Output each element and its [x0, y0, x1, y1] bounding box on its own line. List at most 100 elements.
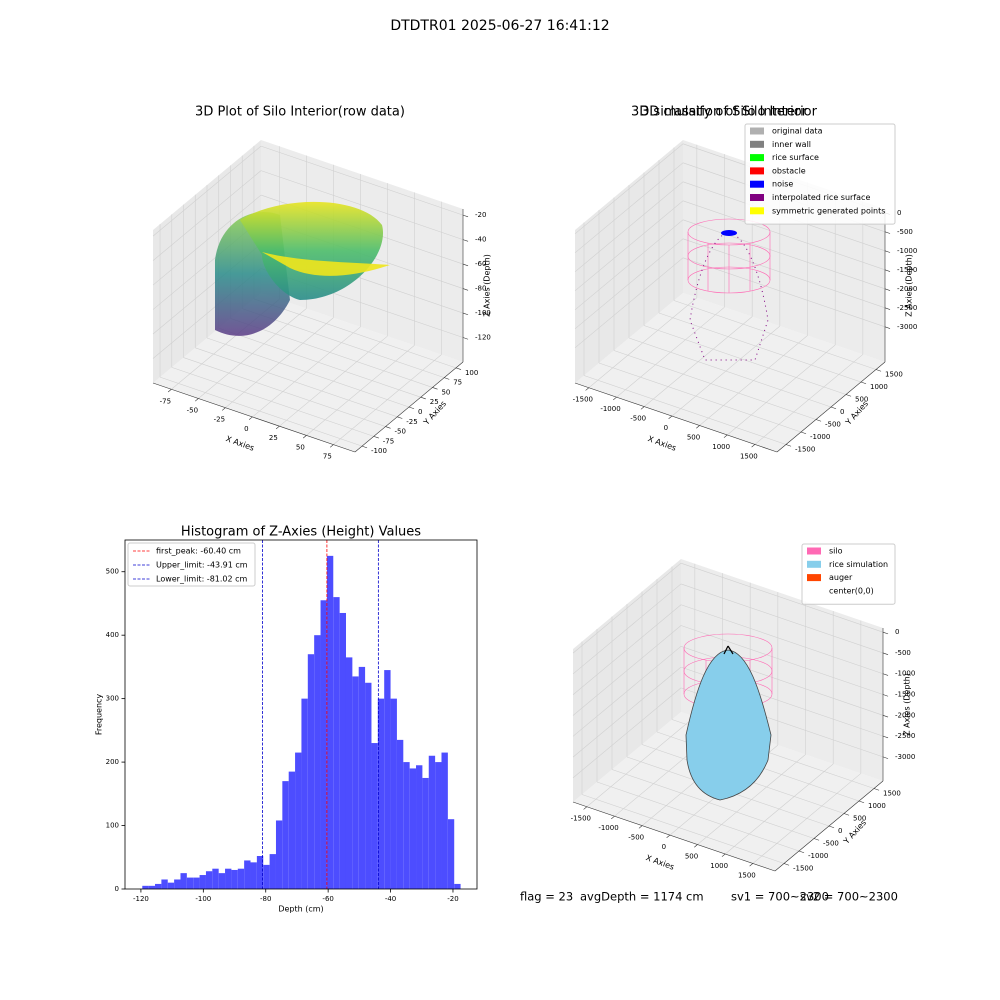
grid-line: [572, 666, 682, 758]
bar: [396, 739, 404, 889]
grid-line: [183, 357, 386, 427]
tick-mark: [882, 715, 889, 718]
y-tick-label: 1500: [885, 371, 903, 379]
z-tick-label: -1500: [897, 266, 917, 274]
grid-line: [613, 350, 817, 420]
bar: [301, 698, 308, 889]
tick-mark: [248, 416, 253, 420]
legend-label: auger: [829, 573, 853, 582]
tick-mark: [329, 444, 334, 448]
grid-line: [574, 238, 684, 330]
x-tick-label: -500: [630, 415, 646, 423]
x-tick-label: 500: [687, 434, 700, 442]
axis-line: [574, 382, 778, 453]
grid-line: [574, 162, 684, 254]
tick-mark: [884, 269, 891, 272]
tick-mark: [813, 838, 820, 841]
z-axis-label: Z Axies (Depth): [903, 673, 912, 736]
legend-swatch: [750, 180, 764, 188]
tick-mark: [583, 806, 588, 810]
axis-line: [572, 801, 776, 872]
y-tick-label: 1500: [883, 790, 901, 798]
x-tick-label: -1500: [571, 815, 591, 823]
bar: [225, 868, 232, 889]
legend-swatch: [807, 547, 821, 555]
tick-mark: [462, 288, 469, 291]
tick-mark: [800, 431, 807, 435]
x-tick-label: 0: [664, 424, 668, 432]
tick-mark: [882, 694, 889, 697]
y-axis-label: Frequency: [95, 694, 104, 736]
tick-mark: [397, 416, 403, 419]
tick-mark: [830, 406, 837, 410]
tick-mark: [167, 389, 172, 393]
bar: [345, 657, 353, 889]
z-tick-label: -500: [897, 228, 913, 236]
chart-title: 3D simulation of Silo Interior: [631, 105, 818, 120]
legend-label: interpolated rice surface: [772, 193, 870, 202]
bar: [320, 600, 327, 889]
y-tick-label: 50: [441, 388, 450, 396]
legend-box: [744, 123, 896, 225]
legend-swatch: [807, 587, 821, 595]
legend-label: original data: [772, 127, 823, 136]
legend-swatch: [750, 127, 764, 135]
z-tick-label: -2500: [897, 304, 917, 312]
tick-mark: [873, 788, 880, 791]
grid-line: [572, 625, 682, 716]
grid-line: [680, 604, 884, 675]
x-tick-label: 1000: [712, 443, 730, 451]
x-tick-label: 0: [662, 843, 666, 851]
bar: [218, 873, 226, 889]
tick-mark: [884, 326, 891, 329]
axis-line: [776, 361, 886, 453]
tick-mark: [882, 673, 889, 676]
y-tick-label: -1500: [795, 446, 815, 454]
bar: [174, 879, 181, 889]
tick-mark: [696, 425, 700, 429]
bar: [199, 875, 206, 889]
y-tick-label: -25: [406, 418, 417, 426]
bar: [155, 883, 162, 889]
x-tick-label: -25: [214, 416, 225, 424]
grid-line: [611, 769, 815, 839]
grid-line: [574, 219, 684, 311]
bar: [447, 819, 455, 889]
tick-mark: [361, 445, 368, 449]
bar: [142, 885, 149, 889]
tick-mark: [638, 825, 643, 829]
bar: [422, 777, 429, 889]
bar: [269, 854, 276, 889]
grid-line: [218, 327, 421, 398]
grid-line: [242, 308, 445, 378]
bar: [205, 871, 213, 889]
status-text: sv1 = 700~2300: [731, 890, 829, 904]
legend-label: first_peak: -60.40 cm: [156, 547, 241, 556]
tick-mark: [462, 263, 469, 267]
grid-line: [581, 794, 785, 864]
tick-mark: [373, 436, 379, 439]
y-tick-label: 25: [430, 398, 439, 406]
tick-mark: [828, 825, 835, 829]
status-text: avgDepth = 1174 cm: [580, 890, 704, 904]
x-tick-label: -50: [187, 406, 198, 414]
y-tick-label: 200: [106, 758, 119, 766]
x-tick-label: -80: [260, 895, 271, 903]
tick-mark: [721, 853, 726, 857]
z-tick-label: -100: [475, 309, 491, 317]
y-tick-label: -1500: [793, 865, 813, 873]
y-tick-label: 500: [106, 568, 119, 576]
tick-mark: [860, 381, 867, 385]
legend-label: symmetric generated points: [772, 206, 885, 215]
z-tick-label: -80: [475, 285, 486, 293]
legend-label: silo: [829, 547, 843, 556]
x-tick-label: -75: [160, 397, 171, 405]
z-tick-label: -120: [475, 334, 491, 342]
tick-mark: [666, 834, 671, 839]
axis-line: [354, 361, 464, 453]
y-tick-label: 0: [838, 827, 842, 835]
grid-line: [572, 604, 682, 695]
tick-mark: [798, 850, 805, 854]
grid-line: [152, 145, 262, 237]
bar: [231, 869, 238, 889]
